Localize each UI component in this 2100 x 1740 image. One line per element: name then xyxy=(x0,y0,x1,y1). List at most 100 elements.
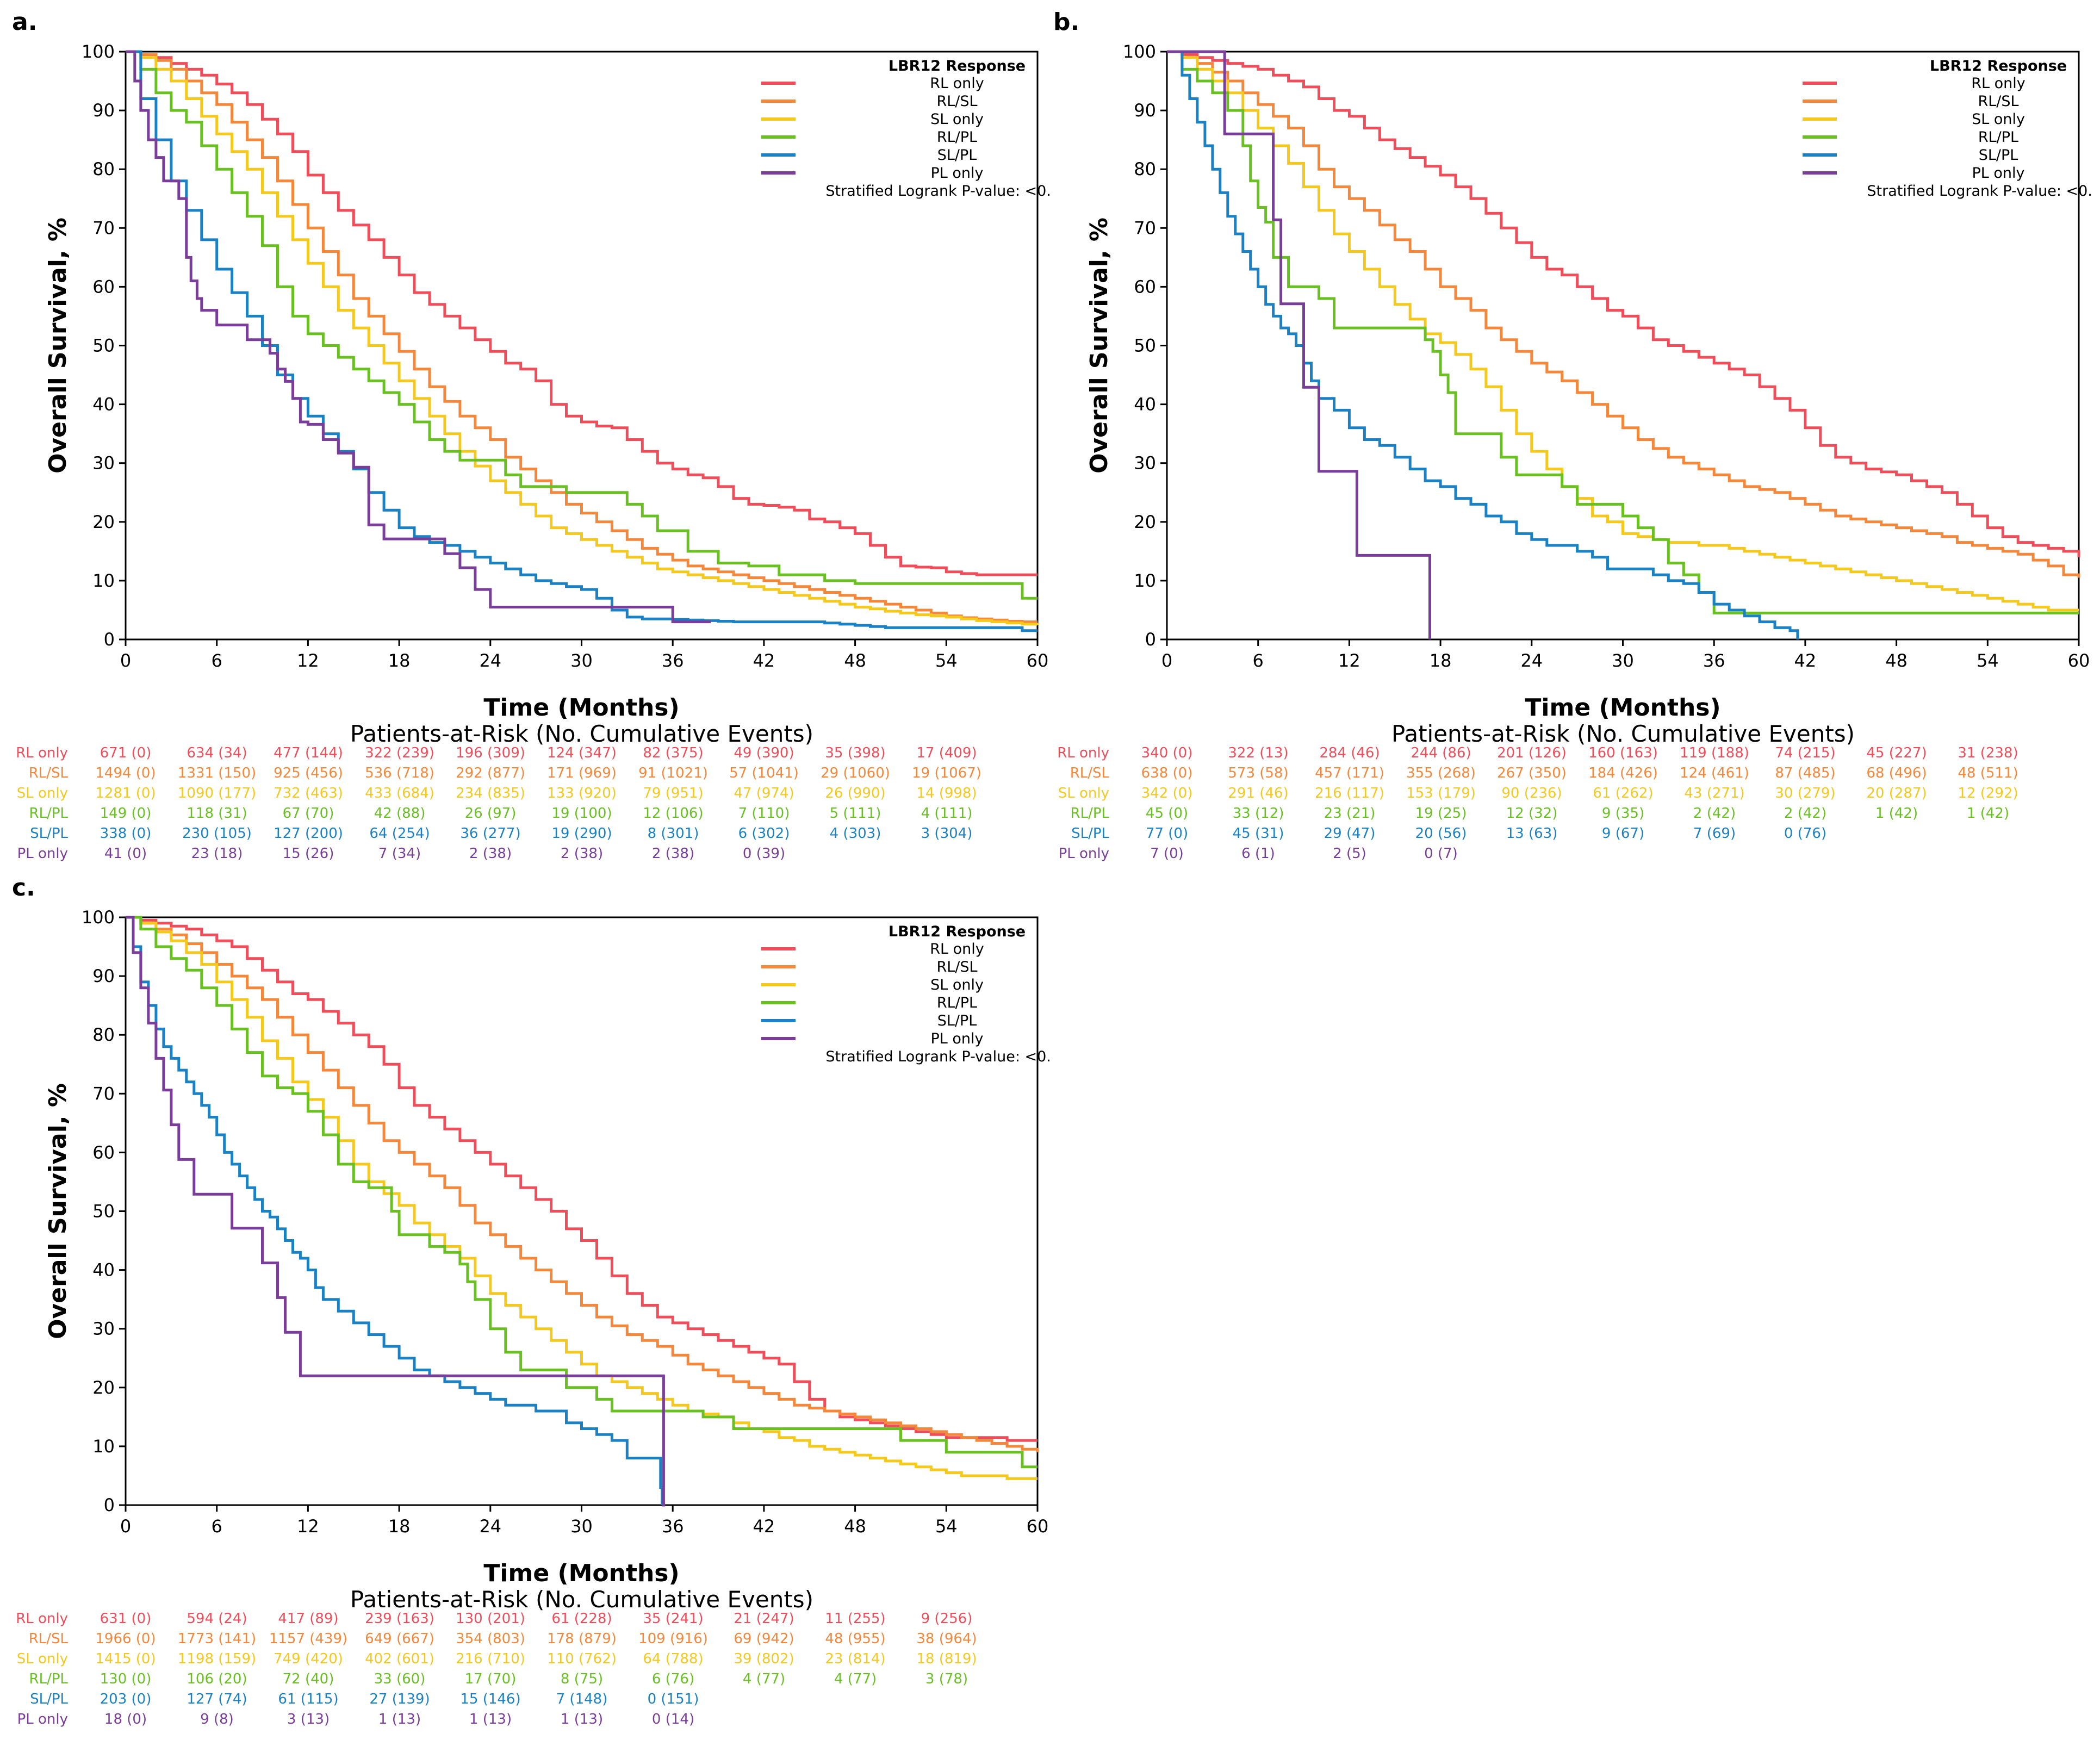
at-risk-row-label: SL only xyxy=(17,1651,68,1667)
x-axis-title: Time (Months) xyxy=(483,1559,679,1587)
y-tick-label: 80 xyxy=(92,1024,115,1045)
at-risk-cell: 69 (942) xyxy=(734,1631,794,1647)
series-line-rl-pl xyxy=(126,916,1037,1469)
legend-entry: RL only xyxy=(930,941,984,958)
at-risk-cell: 36 (277) xyxy=(460,825,520,842)
series-line-sl-only xyxy=(126,916,1037,1480)
at-risk-cell: 29 (1060) xyxy=(821,765,890,781)
legend-entry: RL/PL xyxy=(937,995,977,1011)
panel-label: a. xyxy=(12,8,37,36)
legend-title: LBR12 Response xyxy=(889,58,1026,74)
y-tick-label: 50 xyxy=(1134,335,1156,356)
x-tick-label: 48 xyxy=(844,650,866,671)
x-tick-label: 36 xyxy=(662,1516,684,1537)
y-tick-label: 20 xyxy=(1134,512,1156,532)
at-risk-cell: 234 (835) xyxy=(456,785,525,801)
at-risk-cell: 29 (47) xyxy=(1324,825,1376,842)
series-line-sl-pl xyxy=(1167,50,1799,639)
x-tick-label: 24 xyxy=(479,1516,501,1537)
y-axis-title: Overall Survival, % xyxy=(1085,217,1113,474)
x-tick-label: 30 xyxy=(570,1516,593,1537)
at-risk-title: Patients-at-Risk (No. Cumulative Events) xyxy=(350,1586,813,1613)
at-risk-cell: 732 (463) xyxy=(274,785,343,801)
at-risk-cell: 1198 (159) xyxy=(178,1651,256,1667)
legend-title: LBR12 Response xyxy=(1930,58,2067,74)
series-line-sl-only xyxy=(126,50,1039,626)
x-axis-title: Time (Months) xyxy=(1525,694,1720,722)
x-tick-label: 24 xyxy=(479,650,501,671)
at-risk-cell: 130 (201) xyxy=(456,1611,525,1627)
at-risk-cell: 2 (5) xyxy=(1333,846,1366,862)
series-line-rl-sl xyxy=(126,50,1037,624)
at-risk-cell: 196 (309) xyxy=(456,745,525,761)
at-risk-cell: 67 (70) xyxy=(283,805,334,822)
km-chart-panel-a: a. 0 10 20 30 40 50 60 70 80 90 100 0 6 12 18 24 30 36 42 48… xyxy=(12,8,1050,862)
y-tick-label: 60 xyxy=(92,276,115,297)
at-risk-cell: 61 (115) xyxy=(278,1691,338,1707)
at-risk-cell: 127 (74) xyxy=(187,1691,247,1707)
x-tick-label: 0 xyxy=(120,1516,131,1537)
at-risk-cell: 68 (496) xyxy=(1866,765,1927,781)
x-tick-label: 54 xyxy=(935,650,958,671)
at-risk-cell: 457 (171) xyxy=(1315,765,1384,781)
legend-entry: RL/SL xyxy=(936,959,977,975)
legend-entry: RL/SL xyxy=(936,93,977,110)
at-risk-cell: 87 (485) xyxy=(1775,765,1835,781)
at-risk-cell: 12 (292) xyxy=(1958,785,2018,801)
at-risk-cell: 284 (46) xyxy=(1319,745,1380,761)
at-risk-cell: 17 (409) xyxy=(916,745,977,761)
at-risk-cell: 64 (788) xyxy=(643,1651,703,1667)
y-axis-title: Overall Survival, % xyxy=(44,1083,72,1339)
at-risk-row-label: SL only xyxy=(1058,785,1109,801)
at-risk-cell: 109 (916) xyxy=(638,1631,708,1647)
at-risk-cell: 130 (0) xyxy=(100,1671,152,1687)
at-risk-cell: 291 (46) xyxy=(1228,785,1288,801)
at-risk-cell: 20 (56) xyxy=(1415,825,1467,842)
at-risk-row-label: PL only xyxy=(17,846,68,862)
at-risk-cell: 2 (42) xyxy=(1693,805,1736,822)
series-line-rl-only xyxy=(1167,50,2080,557)
legend-entry: SL/PL xyxy=(937,1012,977,1029)
y-tick-label: 0 xyxy=(104,1495,115,1515)
at-risk-cell: 433 (684) xyxy=(365,785,434,801)
at-risk-cell: 6 (1) xyxy=(1241,846,1275,862)
y-tick-label: 70 xyxy=(92,217,115,238)
at-risk-cell: 216 (710) xyxy=(456,1651,525,1667)
at-risk-cell: 64 (254) xyxy=(369,825,430,842)
at-risk-cell: 18 (0) xyxy=(104,1711,147,1727)
y-tick-label: 10 xyxy=(1134,570,1156,591)
series-line-rl-only xyxy=(126,50,1037,576)
at-risk-cell: 0 (76) xyxy=(1784,825,1826,842)
at-risk-cell: 7 (34) xyxy=(378,846,421,862)
at-risk-cell: 7 (0) xyxy=(1150,846,1184,862)
y-tick-label: 30 xyxy=(1134,453,1156,474)
at-risk-cell: 124 (461) xyxy=(1680,765,1749,781)
at-risk-cell: 11 (255) xyxy=(825,1611,885,1627)
at-risk-cell: 127 (200) xyxy=(274,825,343,842)
y-tick-label: 80 xyxy=(1134,159,1156,179)
at-risk-cell: 0 (39) xyxy=(743,846,785,862)
y-tick-label: 100 xyxy=(1123,41,1156,62)
at-risk-cell: 39 (802) xyxy=(734,1651,794,1667)
at-risk-cell: 30 (279) xyxy=(1775,785,1835,801)
at-risk-cell: 35 (398) xyxy=(825,745,885,761)
series-line-sl-pl xyxy=(126,916,664,1505)
at-risk-cell: 573 (58) xyxy=(1228,765,1288,781)
at-risk-cell: 35 (241) xyxy=(643,1611,703,1627)
x-tick-label: 0 xyxy=(120,650,131,671)
y-tick-label: 90 xyxy=(92,966,115,986)
at-risk-cell: 26 (990) xyxy=(825,785,885,801)
at-risk-cell: 9 (8) xyxy=(200,1711,234,1727)
at-risk-row-label: SL/PL xyxy=(30,825,68,842)
at-risk-cell: 2 (38) xyxy=(469,846,512,862)
at-risk-cell: 417 (89) xyxy=(278,1611,338,1627)
at-risk-cell: 649 (667) xyxy=(365,1631,434,1647)
at-risk-cell: 184 (426) xyxy=(1588,765,1658,781)
at-risk-cell: 292 (877) xyxy=(456,765,525,781)
at-risk-cell: 9 (35) xyxy=(1602,805,1644,822)
y-tick-label: 60 xyxy=(92,1142,115,1163)
series-line-rl-pl xyxy=(1167,50,2079,614)
legend-entry: RL/PL xyxy=(937,129,977,146)
